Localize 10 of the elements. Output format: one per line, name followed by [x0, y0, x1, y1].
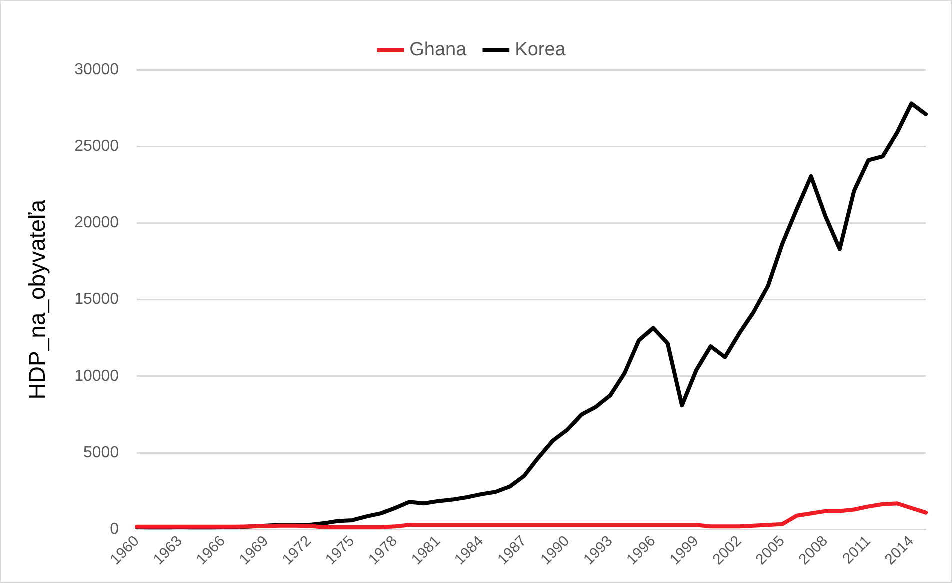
y-tick-label: 25000 — [74, 138, 120, 156]
y-tick-label: 20000 — [74, 214, 120, 232]
legend-label: Ghana — [410, 40, 468, 61]
y-tick-label: 30000 — [74, 61, 120, 78]
y-axis-title: HDP_na_obyvateľa — [24, 200, 50, 400]
y-tick-label: 10000 — [74, 368, 120, 385]
y-tick-label: 0 — [110, 521, 120, 538]
legend-label: Korea — [515, 40, 566, 61]
y-tick-label: 15000 — [74, 291, 120, 308]
y-tick-label: 5000 — [84, 444, 120, 462]
